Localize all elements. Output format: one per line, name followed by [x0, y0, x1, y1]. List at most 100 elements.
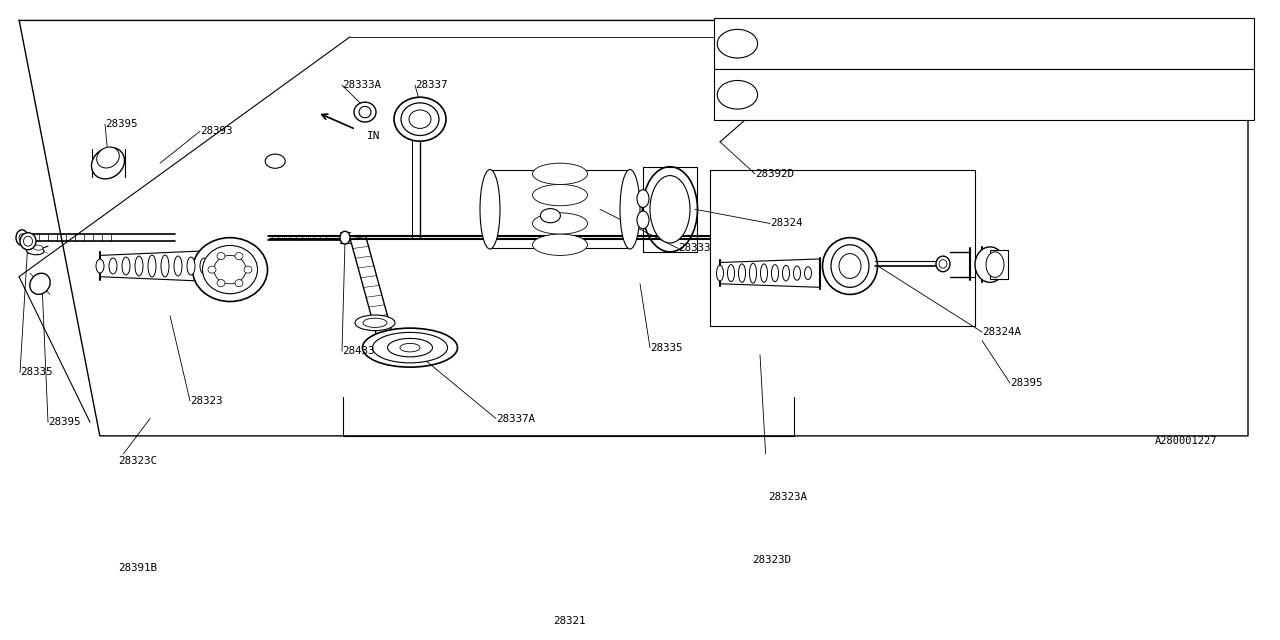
Ellipse shape	[218, 280, 225, 287]
Ellipse shape	[355, 102, 376, 122]
Ellipse shape	[831, 244, 869, 287]
Ellipse shape	[358, 106, 371, 118]
Text: 28323D: 28323D	[753, 556, 791, 566]
Ellipse shape	[236, 280, 243, 287]
Text: 28395: 28395	[49, 417, 81, 427]
Ellipse shape	[401, 103, 439, 136]
Ellipse shape	[244, 266, 252, 273]
Text: 28324A: 28324A	[982, 327, 1021, 337]
Text: 28335: 28335	[20, 367, 52, 378]
Ellipse shape	[650, 175, 690, 243]
Ellipse shape	[236, 253, 243, 260]
Ellipse shape	[265, 154, 285, 168]
Ellipse shape	[340, 231, 349, 244]
Ellipse shape	[91, 147, 124, 179]
Text: 28323: 28323	[189, 396, 223, 406]
Ellipse shape	[772, 264, 778, 282]
Text: 28333A: 28333A	[342, 80, 381, 90]
Ellipse shape	[717, 29, 758, 58]
Ellipse shape	[838, 253, 861, 278]
Text: A280001227: A280001227	[1155, 436, 1217, 446]
Ellipse shape	[372, 332, 448, 363]
Text: IN: IN	[367, 131, 380, 141]
Text: 28392D: 28392D	[755, 169, 794, 179]
Ellipse shape	[717, 81, 758, 109]
Text: 2: 2	[735, 90, 740, 100]
Text: 28433: 28433	[342, 346, 375, 356]
Ellipse shape	[97, 147, 119, 168]
Ellipse shape	[362, 328, 457, 367]
Text: 28395: 28395	[1010, 378, 1042, 388]
Text: 28323A: 28323A	[768, 492, 806, 502]
Text: 1: 1	[548, 211, 553, 221]
Text: <FOR NA&TURBO. 5AT>: <FOR NA&TURBO. 5AT>	[846, 26, 948, 35]
Ellipse shape	[975, 247, 1005, 282]
Ellipse shape	[214, 255, 246, 284]
Text: 28324B*B: 28324B*B	[767, 26, 809, 35]
Text: 28321: 28321	[553, 616, 585, 626]
Ellipse shape	[200, 258, 207, 274]
Text: 28324*A: 28324*A	[767, 52, 804, 61]
Ellipse shape	[394, 97, 445, 141]
Ellipse shape	[134, 256, 143, 276]
Ellipse shape	[637, 211, 649, 228]
Ellipse shape	[122, 257, 131, 275]
Ellipse shape	[26, 246, 44, 255]
Text: 1: 1	[735, 38, 740, 49]
Ellipse shape	[218, 253, 225, 260]
Ellipse shape	[739, 264, 745, 282]
Ellipse shape	[388, 339, 433, 357]
Ellipse shape	[823, 237, 878, 294]
Text: 28335: 28335	[650, 342, 682, 353]
Ellipse shape	[782, 266, 790, 281]
Ellipse shape	[532, 184, 588, 205]
Text: 28324A*B: 28324A*B	[767, 103, 809, 112]
Ellipse shape	[109, 258, 116, 274]
Ellipse shape	[727, 264, 735, 282]
Ellipse shape	[355, 315, 396, 331]
Ellipse shape	[760, 264, 768, 282]
Ellipse shape	[480, 170, 500, 249]
Ellipse shape	[29, 273, 50, 294]
Text: 28337A: 28337A	[497, 413, 535, 424]
Ellipse shape	[794, 266, 800, 280]
Ellipse shape	[532, 234, 588, 255]
Text: 28393: 28393	[200, 126, 233, 136]
Text: <FOR NA&TURBO. 5AT>: <FOR NA&TURBO. 5AT>	[846, 77, 948, 86]
Text: 28337: 28337	[415, 80, 448, 90]
Ellipse shape	[620, 170, 640, 249]
Ellipse shape	[364, 318, 387, 328]
Text: 28333: 28333	[678, 243, 710, 253]
Ellipse shape	[15, 230, 28, 246]
Ellipse shape	[532, 163, 588, 184]
Ellipse shape	[540, 209, 561, 223]
Text: 28323C: 28323C	[118, 456, 157, 466]
Text: 28324B*A: 28324B*A	[767, 77, 809, 86]
Ellipse shape	[940, 260, 947, 268]
Ellipse shape	[805, 267, 812, 280]
Ellipse shape	[410, 110, 431, 129]
Ellipse shape	[19, 234, 26, 241]
Text: 28395: 28395	[105, 119, 137, 129]
Text: 28391B: 28391B	[118, 563, 157, 573]
Ellipse shape	[637, 190, 649, 207]
Text: 28324: 28324	[771, 218, 803, 228]
Ellipse shape	[23, 236, 32, 246]
Ellipse shape	[202, 246, 257, 294]
Ellipse shape	[532, 213, 588, 234]
Text: <FOR TURBO. 5MT&6MT>: <FOR TURBO. 5MT&6MT>	[846, 52, 954, 61]
Ellipse shape	[96, 259, 104, 273]
Ellipse shape	[187, 257, 195, 275]
Ellipse shape	[192, 237, 268, 301]
Text: 2: 2	[273, 156, 278, 166]
Bar	[714, 18, 1254, 69]
Ellipse shape	[936, 256, 950, 272]
Ellipse shape	[33, 245, 44, 250]
Ellipse shape	[399, 344, 420, 352]
Bar	[714, 69, 1254, 120]
Ellipse shape	[643, 167, 698, 252]
Ellipse shape	[207, 266, 216, 273]
Ellipse shape	[986, 252, 1004, 277]
Ellipse shape	[174, 256, 182, 276]
Bar	[989, 250, 1009, 279]
